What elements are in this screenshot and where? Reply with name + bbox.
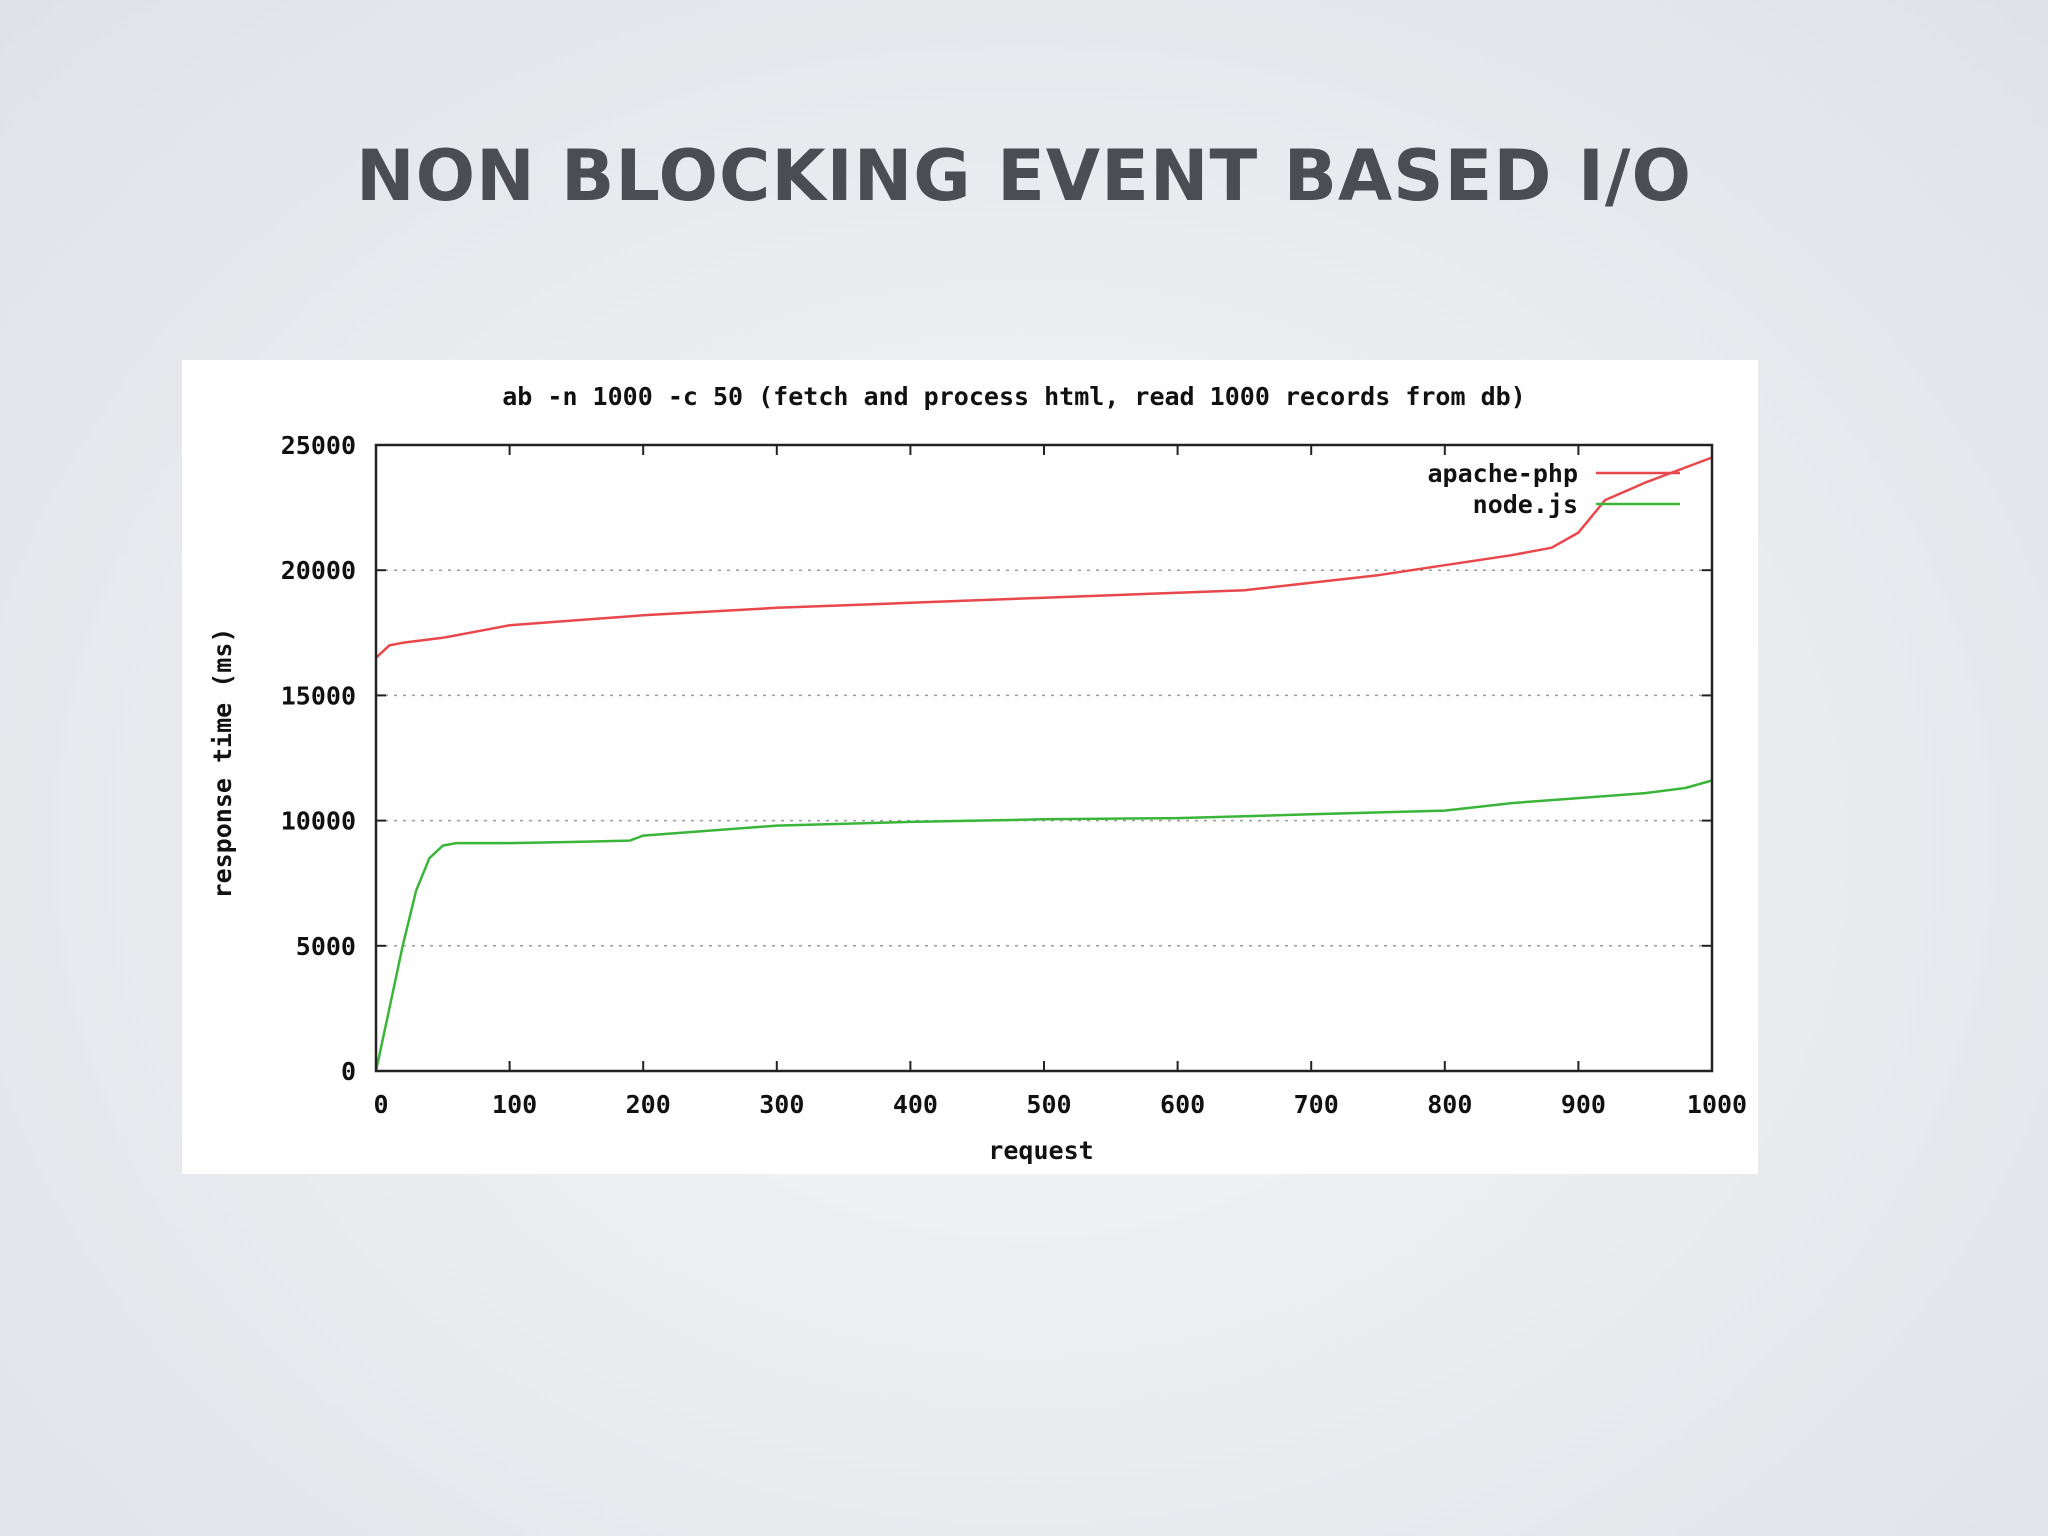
chart-panel: ab -n 1000 -c 50 (fetch and process html… (182, 360, 1758, 1174)
x-tick-label: 800 (1427, 1090, 1472, 1119)
y-tick-label: 5000 (296, 932, 356, 961)
line-chart: ab -n 1000 -c 50 (fetch and process html… (208, 382, 1747, 1165)
x-tick-label: 100 (492, 1090, 537, 1119)
x-tick-label: 700 (1294, 1090, 1339, 1119)
axis-ticks: 0 5000 10000 15000 20000 25000 0 100 200 300 400 50… (281, 431, 1747, 1119)
x-axis-label: request (988, 1136, 1093, 1165)
x-tick-label: 0 (373, 1090, 388, 1119)
x-tick-label: 200 (626, 1090, 671, 1119)
x-tick-label: 300 (759, 1090, 804, 1119)
grid-lines (376, 569, 1712, 947)
y-axis-label: response time (ms) (208, 628, 237, 899)
x-tick-label: 600 (1160, 1090, 1205, 1119)
x-tick-label: 900 (1561, 1090, 1606, 1119)
legend-label: apache-php (1427, 459, 1578, 488)
y-tick-label: 20000 (281, 556, 356, 585)
legend-label: node.js (1473, 490, 1578, 519)
y-tick-label: 15000 (281, 681, 356, 710)
y-tick-label: 10000 (281, 807, 356, 836)
slide-title: NON BLOCKING EVENT BASED I/O (356, 135, 1692, 217)
x-tick-label: 1000 (1687, 1090, 1747, 1119)
series-line-0 (375, 456, 1713, 659)
x-tick-label: 500 (1026, 1090, 1071, 1119)
series-line-1 (374, 779, 1713, 1072)
x-tick-label: 400 (893, 1090, 938, 1119)
data-series (374, 456, 1713, 1072)
plot-frame (374, 443, 1714, 1073)
chart-title: ab -n 1000 -c 50 (fetch and process html… (502, 382, 1526, 411)
y-tick-label: 0 (341, 1057, 356, 1086)
y-tick-label: 25000 (281, 431, 356, 460)
